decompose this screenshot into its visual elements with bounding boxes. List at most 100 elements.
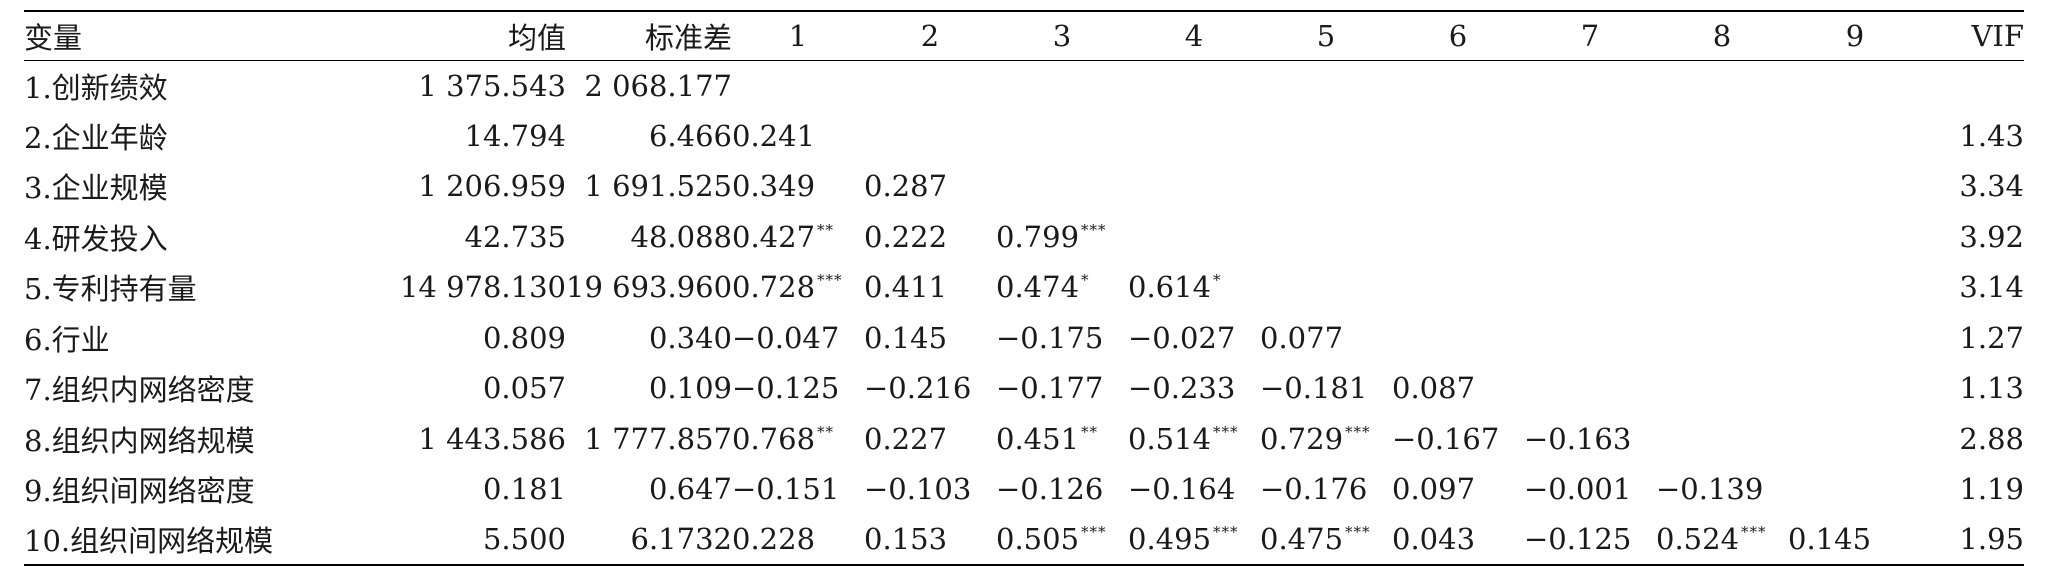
correlation-cell (1524, 60, 1656, 111)
correlation-cell: −0.001 (1524, 464, 1656, 515)
correlation-cell: 0.614 * (1128, 262, 1260, 313)
correlation-value: 0.729 (1260, 421, 1344, 456)
correlation-value: −0.177 (996, 371, 1104, 406)
table-row: 1.创新绩效 1 375.543 2 068.177 (24, 60, 2024, 111)
mean-value: 0.809 (482, 320, 566, 355)
correlation-value: −0.047 (732, 320, 840, 355)
variable-name: 5.专利持有量 (24, 272, 197, 307)
correlation-value: 0.145 (864, 320, 948, 355)
significance-mark: ** (817, 422, 835, 441)
header-row: 变量 均值 标准差 1 2 3 4 5 6 7 8 9 VIF (24, 11, 2024, 61)
correlation-cell (732, 60, 864, 111)
correlation-cell (1260, 111, 1392, 162)
correlation-cell (1260, 212, 1392, 263)
vif-value: 1.27 (1959, 320, 2024, 355)
correlation-cell (1656, 313, 1788, 364)
correlation-cell: 0.427 ** (732, 212, 864, 263)
correlation-cell (1788, 60, 1922, 111)
sd-value: 0.340 (648, 320, 732, 355)
table-row: 7.组织内网络密度 0.057 0.109 −0.125 −0.216 −0.177 −0.… (24, 363, 2024, 414)
correlation-cell (1656, 161, 1788, 212)
correlation-value: 0.222 (864, 219, 948, 254)
significance-mark: *** (1345, 422, 1371, 441)
vif-value: 1.19 (1959, 472, 2024, 507)
sd-value: 0.109 (648, 371, 732, 406)
correlation-value: −0.233 (1128, 371, 1236, 406)
mean-value: 42.735 (464, 219, 566, 254)
vif-value: 1.13 (1959, 371, 2024, 406)
significance-mark: ** (817, 220, 835, 239)
correlation-cell: 0.097 (1392, 464, 1524, 515)
correlation-cell: −0.103 (864, 464, 996, 515)
correlation-cell (1656, 363, 1788, 414)
correlation-cell (1524, 363, 1656, 414)
table-row: 9.组织间网络密度 0.181 0.647 −0.151 −0.103 −0.126 −0.… (24, 464, 2024, 515)
sd-value: 1 777.857 (584, 421, 732, 456)
sd-value: 0.647 (648, 472, 732, 507)
correlation-cell: 0.495 *** (1128, 515, 1260, 566)
correlation-value: −0.139 (1656, 472, 1764, 507)
header-col-5: 5 (1260, 11, 1392, 61)
correlation-value: 0.505 (996, 522, 1080, 557)
correlation-cell: 0.411 (864, 262, 996, 313)
variable-name: 3.企业规模 (24, 171, 168, 206)
correlation-value: 0.495 (1128, 522, 1212, 557)
correlation-cell: 0.505 *** (996, 515, 1128, 566)
sd-value: 19 693.960 (566, 270, 733, 305)
correlation-value: 0.427 (732, 219, 816, 254)
correlation-cell: 0.145 (864, 313, 996, 364)
correlation-cell (1128, 60, 1260, 111)
correlation-cell: −0.164 (1128, 464, 1260, 515)
correlation-cell: −0.176 (1260, 464, 1392, 515)
mean-value: 0.181 (482, 472, 566, 507)
correlation-cell: −0.125 (732, 363, 864, 414)
significance-mark: *** (1213, 422, 1239, 441)
correlation-cell (1524, 161, 1656, 212)
correlation-cell: 0.514 *** (1128, 414, 1260, 465)
correlation-value: −0.151 (732, 472, 840, 507)
correlation-table: 变量 均值 标准差 1 2 3 4 5 6 7 8 9 VIF 1.创新绩效 1 … (24, 10, 2024, 566)
correlation-value: −0.176 (1260, 472, 1368, 507)
significance-mark: * (1213, 271, 1222, 290)
header-sd: 标准差 (566, 11, 732, 61)
correlation-cell (1128, 161, 1260, 212)
correlation-cell (1788, 262, 1922, 313)
header-col-3: 3 (996, 11, 1128, 61)
variable-name: 8.组织内网络规模 (24, 423, 255, 458)
header-vif: VIF (1922, 11, 2024, 61)
correlation-value: 0.077 (1260, 320, 1344, 355)
variable-name: 2.企业年龄 (24, 120, 168, 155)
sd-value: 48.088 (630, 219, 732, 254)
table-row: 5.专利持有量 14 978.130 19 693.960 0.728 *** 0.411… (24, 262, 2024, 313)
correlation-cell: 0.153 (864, 515, 996, 566)
correlation-cell (1524, 313, 1656, 364)
correlation-value: −0.125 (1524, 522, 1632, 557)
correlation-value: −0.164 (1128, 472, 1236, 507)
correlation-value: 0.097 (1392, 472, 1476, 507)
significance-mark: * (1081, 271, 1090, 290)
significance-mark: ** (1081, 422, 1099, 441)
variable-name: 1.创新绩效 (24, 70, 168, 105)
correlation-value: −0.126 (996, 472, 1104, 507)
significance-mark: *** (1081, 523, 1107, 542)
sd-value: 6.1732 (630, 522, 732, 557)
correlation-value: 0.349 (732, 169, 816, 204)
correlation-value: −0.167 (1392, 421, 1500, 456)
table-row: 4.研发投入 42.735 48.088 0.427 ** 0.222 0.799 *** 3.… (24, 212, 2024, 263)
correlation-cell (1788, 363, 1922, 414)
vif-value: 1.95 (1959, 522, 2024, 557)
correlation-value: 0.514 (1128, 421, 1212, 456)
table-row: 10.组织间网络规模 5.500 6.1732 0.228 0.153 0.505 *** 0… (24, 515, 2024, 566)
correlation-cell: 0.077 (1260, 313, 1392, 364)
correlation-cell: 0.227 (864, 414, 996, 465)
correlation-cell (1656, 212, 1788, 263)
correlation-value: 0.287 (864, 169, 948, 204)
vif-value (1922, 60, 2024, 111)
correlation-cell (996, 111, 1128, 162)
correlation-cell: 0.222 (864, 212, 996, 263)
correlation-cell: −0.216 (864, 363, 996, 414)
table-row: 6.行业 0.809 0.340 −0.047 0.145 −0.175 −0.027 0.0… (24, 313, 2024, 364)
correlation-value: 0.043 (1392, 522, 1476, 557)
significance-mark: *** (817, 271, 843, 290)
correlation-cell (1392, 212, 1524, 263)
